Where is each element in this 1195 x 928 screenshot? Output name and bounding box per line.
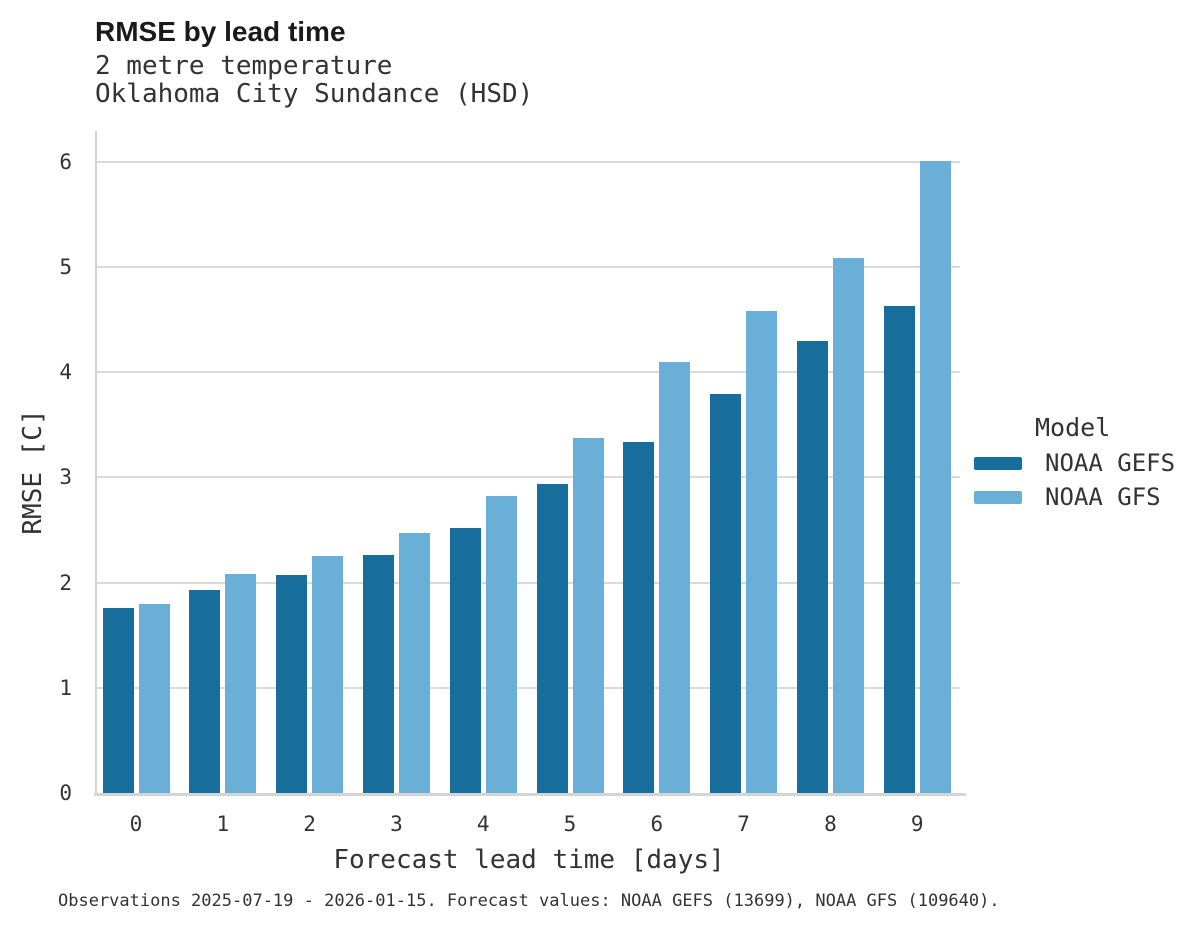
legend-entry-noaa-gefs: NOAA GEFS — [974, 449, 1176, 477]
bar-noaa-gefs-lead-8 — [796, 340, 828, 793]
bar-noaa-gfs-lead-5 — [572, 437, 604, 793]
legend-label-noaa-gfs: NOAA GFS — [1045, 483, 1161, 511]
x-tick-7: 7 — [737, 812, 750, 836]
x-tick-4: 4 — [476, 812, 490, 836]
chart-subtitle-variable: 2 metre temperature — [95, 51, 393, 81]
bar-noaa-gfs-lead-1 — [225, 574, 257, 793]
x-tick-6: 6 — [650, 812, 664, 836]
gridline-y-3 — [96, 476, 960, 479]
bar-noaa-gefs-lead-3 — [362, 555, 394, 793]
bar-noaa-gefs-lead-5 — [536, 483, 568, 793]
y-axis-spine — [95, 131, 97, 796]
bar-noaa-gfs-lead-7 — [746, 311, 778, 793]
legend-entry-noaa-gfs: NOAA GFS — [974, 483, 1161, 511]
bar-noaa-gefs-lead-4 — [449, 527, 481, 793]
bar-noaa-gefs-lead-0 — [102, 607, 134, 793]
bar-noaa-gfs-lead-0 — [138, 603, 170, 793]
x-axis-label: Forecast lead time [days] — [333, 845, 725, 875]
gridline-y-6 — [96, 160, 960, 163]
bar-noaa-gfs-lead-9 — [919, 160, 951, 793]
y-tick-4: 4 — [59, 360, 72, 385]
gridline-y-5 — [96, 266, 960, 269]
x-tick-8: 8 — [824, 812, 837, 836]
y-tick-2: 2 — [59, 570, 72, 595]
y-tick-0: 0 — [59, 781, 72, 805]
legend-label-noaa-gefs: NOAA GEFS — [1045, 449, 1176, 477]
y-tick-5: 5 — [59, 255, 72, 280]
y-tick-6: 6 — [59, 149, 72, 174]
bar-noaa-gfs-lead-4 — [485, 496, 517, 793]
x-tick-9: 9 — [910, 812, 924, 836]
y-tick-1: 1 — [59, 675, 72, 700]
x-tick-2: 2 — [303, 812, 316, 836]
y-tick-3: 3 — [59, 465, 72, 490]
bar-noaa-gefs-lead-6 — [623, 441, 655, 793]
chart-subtitle-station: Oklahoma City Sundance (HSD) — [95, 79, 534, 109]
bar-noaa-gefs-lead-7 — [710, 394, 742, 793]
bar-noaa-gfs-lead-2 — [312, 556, 344, 793]
x-tick-0: 0 — [129, 812, 143, 836]
legend-swatch-noaa-gefs — [974, 456, 1022, 470]
x-tick-3: 3 — [390, 812, 403, 836]
legend-swatch-noaa-gfs — [974, 490, 1022, 504]
bar-noaa-gefs-lead-2 — [276, 575, 308, 793]
legend-title: Model — [1035, 413, 1111, 442]
bar-noaa-gefs-lead-9 — [883, 306, 915, 793]
bar-noaa-gfs-lead-3 — [398, 533, 430, 793]
gridline-y-4 — [96, 371, 960, 374]
footnote: Observations 2025-07-19 - 2026-01-15. Fo… — [58, 891, 1000, 911]
chart-title: RMSE by lead time — [95, 16, 346, 47]
x-axis-line — [94, 793, 966, 796]
bar-noaa-gfs-lead-8 — [832, 257, 864, 793]
gridline-y-2 — [96, 581, 960, 584]
bar-noaa-gefs-lead-1 — [189, 590, 221, 793]
bar-noaa-gfs-lead-6 — [659, 361, 691, 793]
x-tick-1: 1 — [216, 812, 230, 836]
x-tick-5: 5 — [563, 812, 577, 836]
gridline-y-1 — [96, 686, 960, 689]
